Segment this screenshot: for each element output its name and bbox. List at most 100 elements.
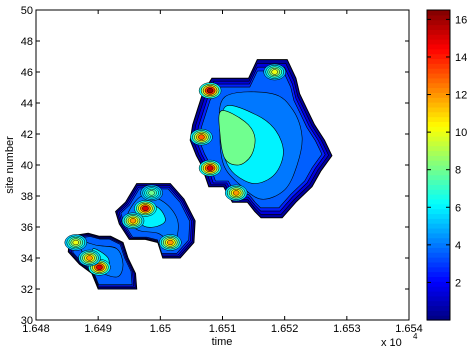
colorbar-segment <box>427 227 450 234</box>
colorbar-segment <box>427 126 450 132</box>
colorbar-ticks: 2 4 6 8 10 12 14 16 <box>427 14 467 289</box>
colorbar-segment <box>427 131 450 137</box>
x-tick-label: 1.651 <box>209 323 237 335</box>
x-exponent-power: 4 <box>413 332 418 341</box>
colorbar-segment <box>427 208 450 215</box>
x-axis-label: time <box>212 336 233 348</box>
x-tick-label: 1.648 <box>22 323 50 335</box>
contour-peak <box>167 239 174 246</box>
colorbar-tick-label: 2 <box>455 277 461 289</box>
colorbar-segment <box>427 145 450 152</box>
colorbar-segment <box>427 266 450 273</box>
y-tick-label: 50 <box>21 5 33 17</box>
x-tick-label: 1.652 <box>271 323 299 335</box>
y-tick-label: 46 <box>21 67 33 79</box>
colorbar-segment <box>427 14 450 21</box>
colorbar-segment <box>427 77 450 84</box>
colorbar-segment <box>427 237 450 244</box>
colorbar-segment <box>427 140 450 147</box>
colorbar-segment <box>427 276 450 282</box>
colorbar-segment <box>427 189 450 195</box>
contour-cluster-upper-right <box>189 59 333 219</box>
colorbar-segment <box>427 203 450 210</box>
colorbar-tick-label: 12 <box>455 90 467 102</box>
y-axis-label: site number <box>4 136 16 194</box>
colorbar-segment <box>427 198 450 205</box>
colorbar-segment <box>427 121 450 127</box>
colorbar-segment <box>427 87 450 93</box>
contour-peak <box>96 264 103 270</box>
colorbar-tick-label: 8 <box>455 165 461 177</box>
y-tick-label: 38 <box>21 191 33 203</box>
colorbar-segment <box>427 53 450 60</box>
colorbar-segment <box>427 43 450 50</box>
contour-peak <box>232 190 240 196</box>
colorbar-segment <box>427 257 450 263</box>
colorbar-segment <box>427 111 450 118</box>
contour-peak <box>142 205 149 212</box>
colorbar-segment <box>427 165 450 171</box>
y-tick-label: 42 <box>21 129 33 141</box>
y-tick-label: 34 <box>21 253 33 265</box>
colorbar-segment <box>427 286 450 292</box>
colorbar-segment <box>427 194 450 200</box>
colorbar-segment <box>427 281 450 287</box>
contour-cluster-lower-left <box>64 232 138 290</box>
colorbar-tick-label: 6 <box>455 202 461 214</box>
colorbar-frame <box>426 9 451 321</box>
colorbar-segment <box>427 72 450 79</box>
contour-level-8 <box>218 110 256 166</box>
colorbar-segment <box>427 261 450 268</box>
colorbar-segment <box>427 252 450 258</box>
colorbar-segment <box>427 116 450 122</box>
colorbar-segment <box>427 34 450 40</box>
colorbar-segment <box>427 19 450 26</box>
colorbar-segment <box>427 29 450 35</box>
colorbar-segment <box>427 150 450 156</box>
colorbar-segment <box>427 290 450 297</box>
colorbar-segment <box>427 247 450 253</box>
colorbar-segment <box>427 232 450 239</box>
x-exponent-label: x 10 <box>381 337 402 349</box>
colorbar-segment <box>427 48 450 55</box>
y-tick-label: 40 <box>21 160 33 172</box>
colorbar-tick-label: 16 <box>455 14 467 26</box>
y-tick-label: 36 <box>21 222 33 234</box>
colorbar-segment <box>427 24 450 30</box>
contour-peak <box>206 87 214 94</box>
contour-cluster-middle <box>115 183 196 259</box>
colorbar-segment <box>427 82 450 89</box>
colorbar-segment <box>427 271 450 277</box>
y-tick-label: 30 <box>21 315 33 327</box>
colorbar-segment <box>427 295 450 302</box>
contour-peak <box>206 165 214 171</box>
colorbar-segment <box>427 10 450 16</box>
colorbar-tick-label: 4 <box>455 240 461 252</box>
contour-peak <box>148 190 155 196</box>
contour-peak <box>198 134 205 140</box>
colorbar-segment <box>427 155 450 161</box>
colorbar-segment <box>427 305 450 311</box>
colorbar-segment <box>427 102 450 108</box>
x-tick-label: 1.649 <box>84 323 112 335</box>
contour-peak <box>72 239 80 246</box>
contour-fills <box>64 59 333 290</box>
contour-peak <box>129 218 137 224</box>
colorbar-tick-label: 10 <box>455 127 467 139</box>
colorbar-segment <box>427 310 450 316</box>
colorbar-segment <box>427 68 450 74</box>
y-tick-label: 48 <box>21 36 33 48</box>
colorbar-segment <box>427 63 450 69</box>
colorbar-segment <box>427 169 450 176</box>
y-axis-ticks: 30 32 34 36 38 40 42 44 46 48 50 <box>21 5 409 327</box>
colorbar-segment <box>427 179 450 185</box>
colorbar-segment <box>427 218 450 224</box>
colorbar-segment <box>427 92 450 98</box>
x-axis-ticks: 1.648 1.649 1.65 1.651 1.652 1.653 1.654 <box>22 10 423 335</box>
colorbar-segment <box>427 315 450 321</box>
colorbar-segment <box>427 106 450 113</box>
colorbar-segment <box>427 242 450 248</box>
colorbar-segment <box>427 300 450 307</box>
colorbar-tick-label: 14 <box>455 52 467 64</box>
